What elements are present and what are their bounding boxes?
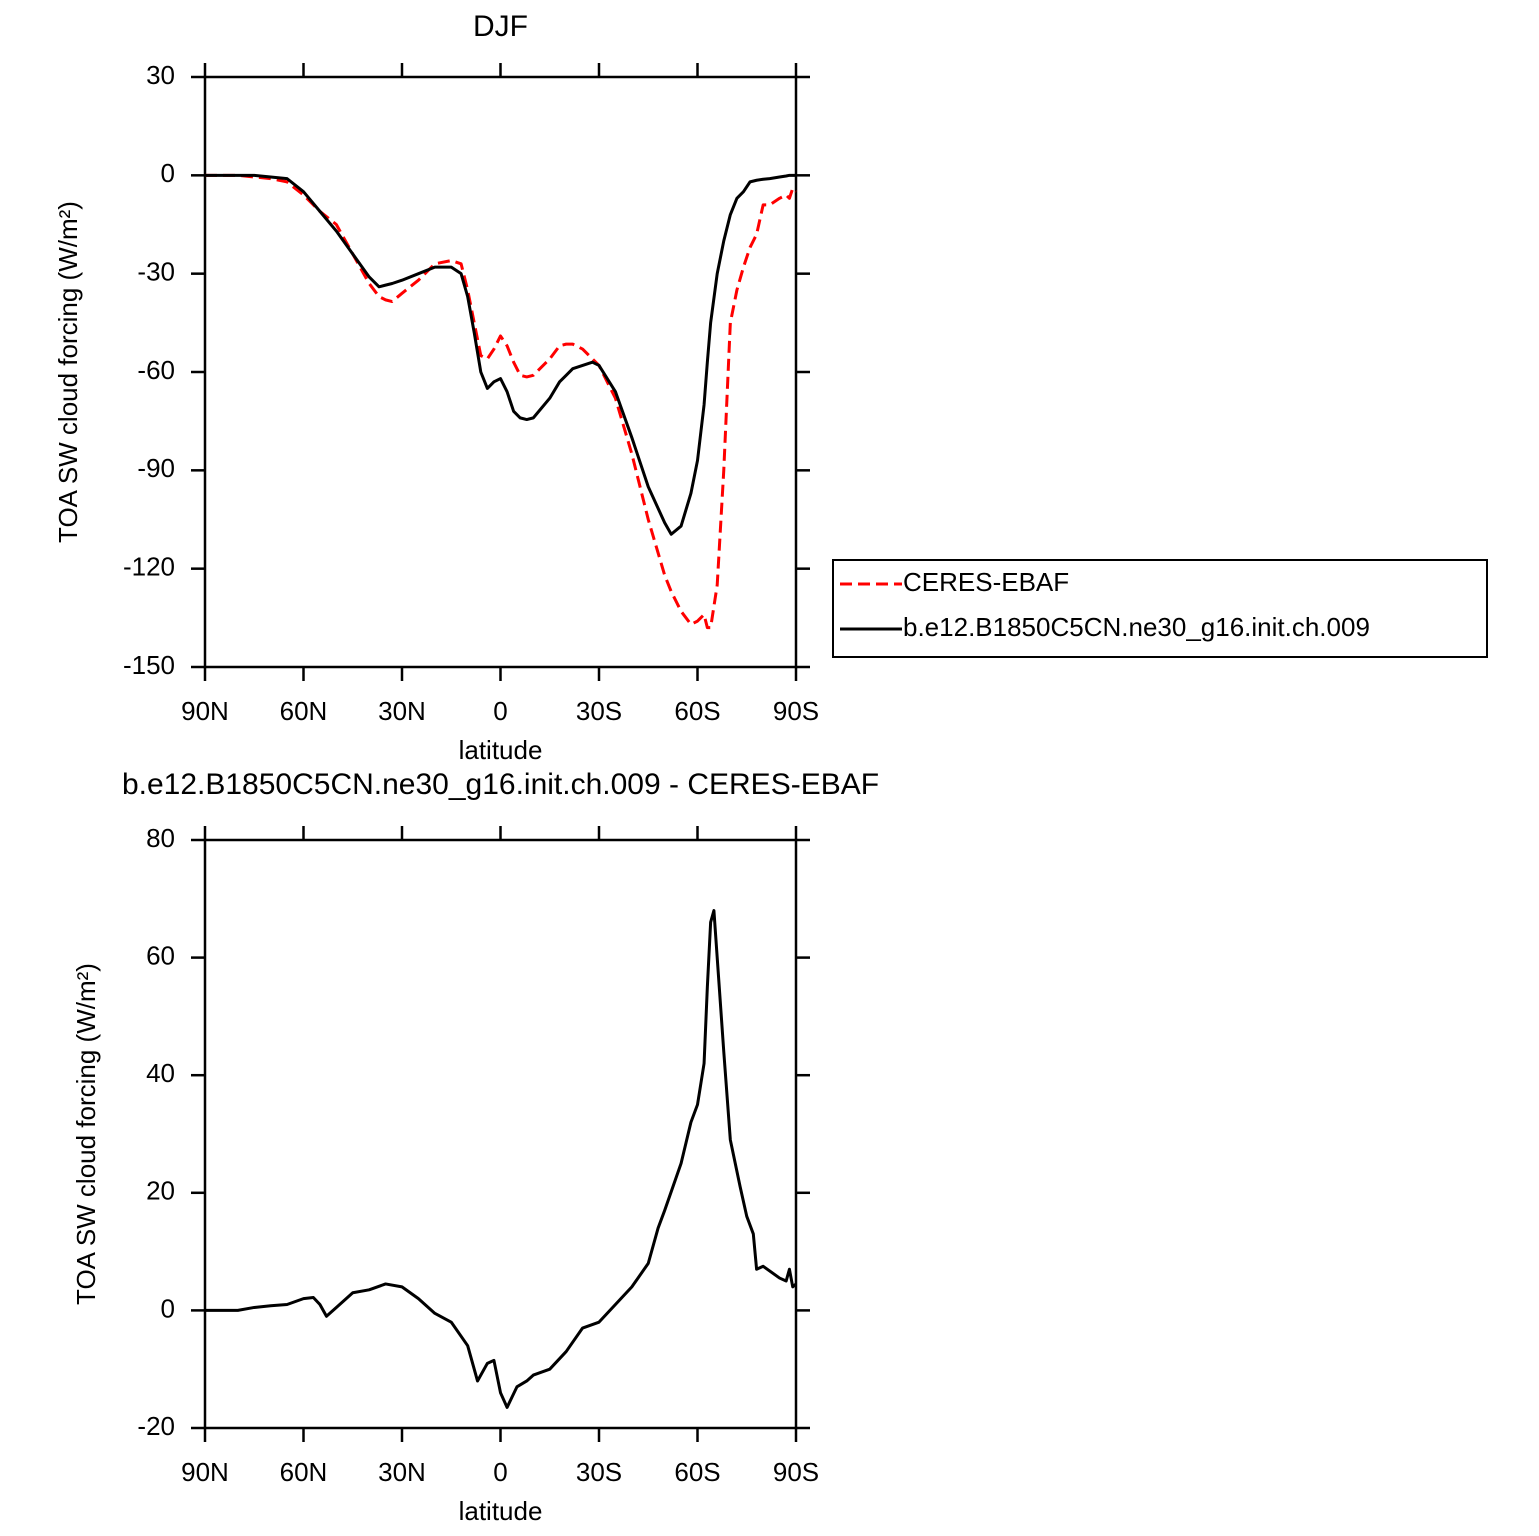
plot-frame	[203, 838, 798, 1430]
legend-label: CERES-EBAF	[903, 567, 1069, 597]
y-tick-label: 30	[146, 60, 175, 90]
data-line	[205, 909, 798, 1409]
y-tick-label: -150	[123, 650, 175, 680]
y-axis-label: TOA SW cloud forcing (W/m²)	[71, 963, 101, 1305]
x-tick-label: 0	[493, 1457, 507, 1487]
y-tick-label: 40	[146, 1058, 175, 1088]
x-tick-label: 30S	[576, 696, 622, 726]
y-tick-label: 80	[146, 823, 175, 853]
x-tick-label: 30N	[378, 696, 426, 726]
x-tick-label: 90S	[773, 696, 819, 726]
x-tick-label: 90N	[181, 1457, 229, 1487]
y-tick-label: -90	[137, 453, 175, 483]
y-tick-label: -60	[137, 355, 175, 385]
y-tick-label: 60	[146, 940, 175, 970]
y-tick-label: -120	[123, 552, 175, 582]
y-axis-label: TOA SW cloud forcing (W/m²)	[53, 201, 83, 543]
y-tick-label: -30	[137, 257, 175, 287]
y-tick-label: 0	[161, 1293, 175, 1323]
x-tick-label: 90S	[773, 1457, 819, 1487]
x-tick-label: 60S	[674, 1457, 720, 1487]
x-tick-label: 60S	[674, 696, 720, 726]
x-axis-label: latitude	[459, 735, 543, 765]
data-line	[205, 173, 796, 536]
chart-title: DJF	[473, 10, 528, 43]
x-tick-label: 60N	[280, 1457, 328, 1487]
x-tick-label: 0	[493, 696, 507, 726]
x-axis-label: latitude	[459, 1496, 543, 1526]
x-tick-label: 30N	[378, 1457, 426, 1487]
y-tick-label: -20	[137, 1411, 175, 1441]
y-tick-label: 20	[146, 1176, 175, 1206]
x-tick-label: 90N	[181, 696, 229, 726]
data-line	[205, 173, 798, 630]
legend-box	[832, 559, 1488, 658]
chart-title: b.e12.B1850C5CN.ne30_g16.init.ch.009 - C…	[122, 768, 879, 801]
x-tick-label: 30S	[576, 1457, 622, 1487]
x-tick-label: 60N	[280, 696, 328, 726]
y-tick-label: 0	[161, 158, 175, 188]
legend-label: b.e12.B1850C5CN.ne30_g16.init.ch.009	[903, 612, 1370, 642]
